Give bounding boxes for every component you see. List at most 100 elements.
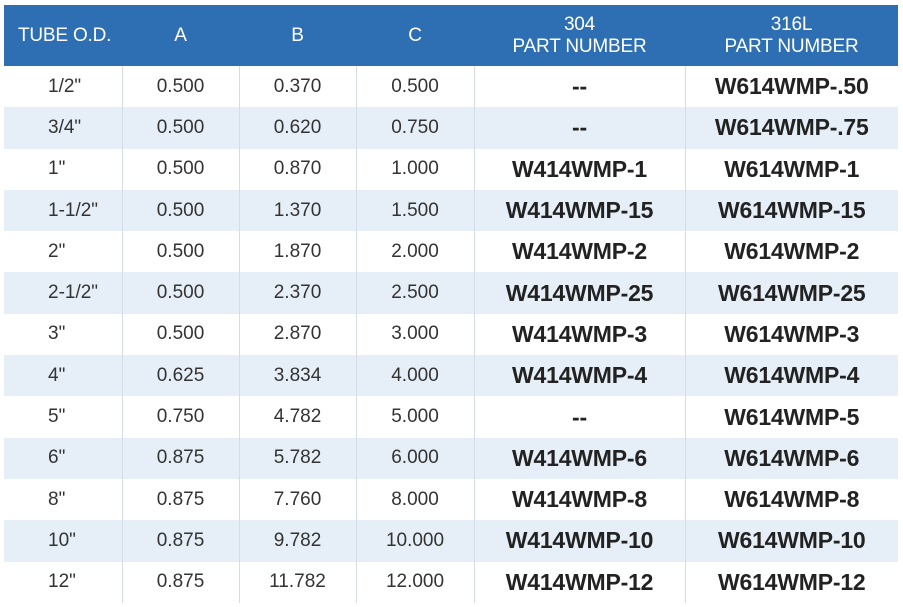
table-row: 3/4" 0.500 0.620 0.750 -- W614WMP-.75 — [4, 107, 898, 149]
cell-b: 1.870 — [239, 231, 357, 273]
cell-316l-part-number: W614WMP-25 — [717, 279, 866, 306]
cell-304-part-number: W414WMP-1 — [474, 148, 686, 190]
cell-a: 0.500 — [122, 272, 240, 314]
cell-a: 0.500 — [122, 231, 240, 273]
cell-c: 8.000 — [356, 478, 475, 521]
cell-a: 0.875 — [122, 520, 240, 562]
cell-tube-od: 3/4" — [4, 107, 123, 149]
cell-c: 10.000 — [356, 520, 475, 562]
cell-a: 0.875 — [122, 437, 240, 479]
cell-c: 12.000 — [356, 561, 475, 603]
cell-tube-od: 2" — [4, 231, 123, 273]
header-316l-grade: 316L — [770, 13, 813, 35]
cell-304-part-number: -- — [474, 66, 686, 108]
cell-316l-part-number: W614WMP-4 — [724, 362, 860, 389]
cell-a: 0.500 — [122, 107, 240, 149]
cell-304-part-number: W414WMP-2 — [474, 231, 686, 273]
cell-tube-od: 1-1/2" — [4, 189, 123, 232]
cell-b: 3.834 — [239, 355, 357, 397]
cell-316l-part-number: W614WMP-12 — [717, 568, 866, 595]
cell-316l-part-number: W614WMP-5 — [724, 403, 860, 430]
table-row: 1-1/2" 0.500 1.370 1.500 W414WMP-15 W614WMP-1… — [4, 189, 898, 232]
cell-316l-part-number: W614WMP-3 — [724, 320, 860, 347]
cell-304-part-number: W414WMP-4 — [474, 355, 686, 397]
cell-tube-od: 6" — [4, 437, 123, 479]
cell-b: 0.620 — [239, 107, 357, 149]
cell-b: 0.370 — [239, 66, 357, 108]
cell-tube-od: 8" — [4, 478, 123, 521]
cell-tube-od: 1" — [4, 148, 123, 190]
table-row: 12" 0.875 11.782 12.000 W414WMP-12 W614WMP-12 — [4, 561, 898, 603]
cell-304-part-number: W414WMP-3 — [474, 313, 686, 356]
cell-304-part-number: -- — [474, 107, 686, 149]
table-row: 10" 0.875 9.782 10.000 W414WMP-10 W614WMP-10 — [4, 520, 898, 562]
cell-c: 1.500 — [356, 189, 475, 232]
cell-b: 11.782 — [239, 561, 357, 603]
cell-304-part-number: W414WMP-12 — [474, 561, 686, 603]
cell-304-part-number: -- — [474, 396, 686, 438]
table-row: 5" 0.750 4.782 5.000 -- W614WMP-5 — [4, 396, 898, 438]
cell-c: 4.000 — [356, 355, 475, 397]
cell-a: 0.500 — [122, 189, 240, 232]
header-a: A — [174, 24, 187, 46]
cell-tube-od: 12" — [4, 561, 123, 603]
header-304-grade: 304 — [563, 13, 596, 35]
cell-316l-part-number: W614WMP-15 — [717, 197, 866, 224]
cell-tube-od: 3" — [4, 313, 123, 356]
cell-b: 2.870 — [239, 313, 357, 356]
header-304-part-number: 304 PART NUMBER — [474, 5, 685, 66]
cell-316l-part-number: W614WMP-10 — [717, 527, 866, 554]
header-c: C — [408, 24, 422, 46]
cell-a: 0.500 — [122, 66, 240, 108]
cell-c: 2.500 — [356, 272, 475, 314]
cell-316l-part-number: W614WMP-1 — [724, 155, 860, 182]
table-row: 1" 0.500 0.870 1.000 W414WMP-1 W614WMP-1 — [4, 148, 898, 190]
cell-316l-part-number: W614WMP-6 — [724, 444, 860, 471]
cell-c: 5.000 — [356, 396, 475, 438]
cell-a: 0.875 — [122, 561, 240, 603]
cell-c: 6.000 — [356, 437, 475, 479]
cell-304-part-number: W414WMP-8 — [474, 478, 686, 521]
cell-tube-od: 5" — [4, 396, 123, 438]
cell-304-part-number: W414WMP-10 — [474, 520, 686, 562]
cell-a: 0.500 — [122, 148, 240, 190]
cell-c: 0.750 — [356, 107, 475, 149]
cell-c: 2.000 — [356, 231, 475, 273]
table-header-row: TUBE O.D. A B C 304 PART NUMBER 316L PAR… — [4, 5, 898, 66]
cell-c: 1.000 — [356, 148, 475, 190]
cell-tube-od: 1/2" — [4, 66, 123, 108]
header-316l-label: PART NUMBER — [724, 35, 859, 57]
header-304-label: PART NUMBER — [512, 35, 647, 57]
cell-304-part-number: W414WMP-15 — [474, 189, 686, 232]
header-316l-part-number: 316L PART NUMBER — [685, 5, 898, 66]
cell-a: 0.625 — [122, 355, 240, 397]
cell-c: 0.500 — [356, 66, 475, 108]
table-row: 4" 0.625 3.834 4.000 W414WMP-4 W614WMP-4 — [4, 355, 898, 397]
cell-b: 0.870 — [239, 148, 357, 190]
cell-b: 2.370 — [239, 272, 357, 314]
cell-tube-od: 2-1/2" — [4, 272, 123, 314]
table-row: 3" 0.500 2.870 3.000 W414WMP-3 W614WMP-3 — [4, 313, 898, 356]
cell-tube-od: 10" — [4, 520, 123, 562]
specification-table: TUBE O.D. A B C 304 PART NUMBER 316L PAR… — [4, 5, 898, 603]
cell-a: 0.750 — [122, 396, 240, 438]
cell-b: 9.782 — [239, 520, 357, 562]
table-row: 1/2" 0.500 0.370 0.500 -- W614WMP-.50 — [4, 66, 898, 108]
cell-304-part-number: W414WMP-25 — [474, 272, 686, 314]
table-row: 8" 0.875 7.760 8.000 W414WMP-8 W614WMP-8 — [4, 478, 898, 521]
cell-b: 1.370 — [239, 189, 357, 232]
table-row: 6" 0.875 5.782 6.000 W414WMP-6 W614WMP-6 — [4, 437, 898, 479]
table-row: 2-1/2" 0.500 2.370 2.500 W414WMP-25 W614WMP-2… — [4, 272, 898, 314]
table-row: 2" 0.500 1.870 2.000 W414WMP-2 W614WMP-2 — [4, 231, 898, 273]
cell-b: 5.782 — [239, 437, 357, 479]
cell-316l-part-number: W614WMP-.50 — [714, 73, 869, 100]
cell-304-part-number: W414WMP-6 — [474, 437, 686, 479]
cell-316l-part-number: W614WMP-8 — [724, 486, 860, 513]
cell-316l-part-number: W614WMP-.75 — [714, 114, 869, 141]
cell-a: 0.500 — [122, 313, 240, 356]
header-tube-od: TUBE O.D. — [18, 24, 112, 46]
cell-316l-part-number: W614WMP-2 — [724, 238, 860, 265]
cell-b: 7.760 — [239, 478, 357, 521]
cell-a: 0.875 — [122, 478, 240, 521]
cell-b: 4.782 — [239, 396, 357, 438]
